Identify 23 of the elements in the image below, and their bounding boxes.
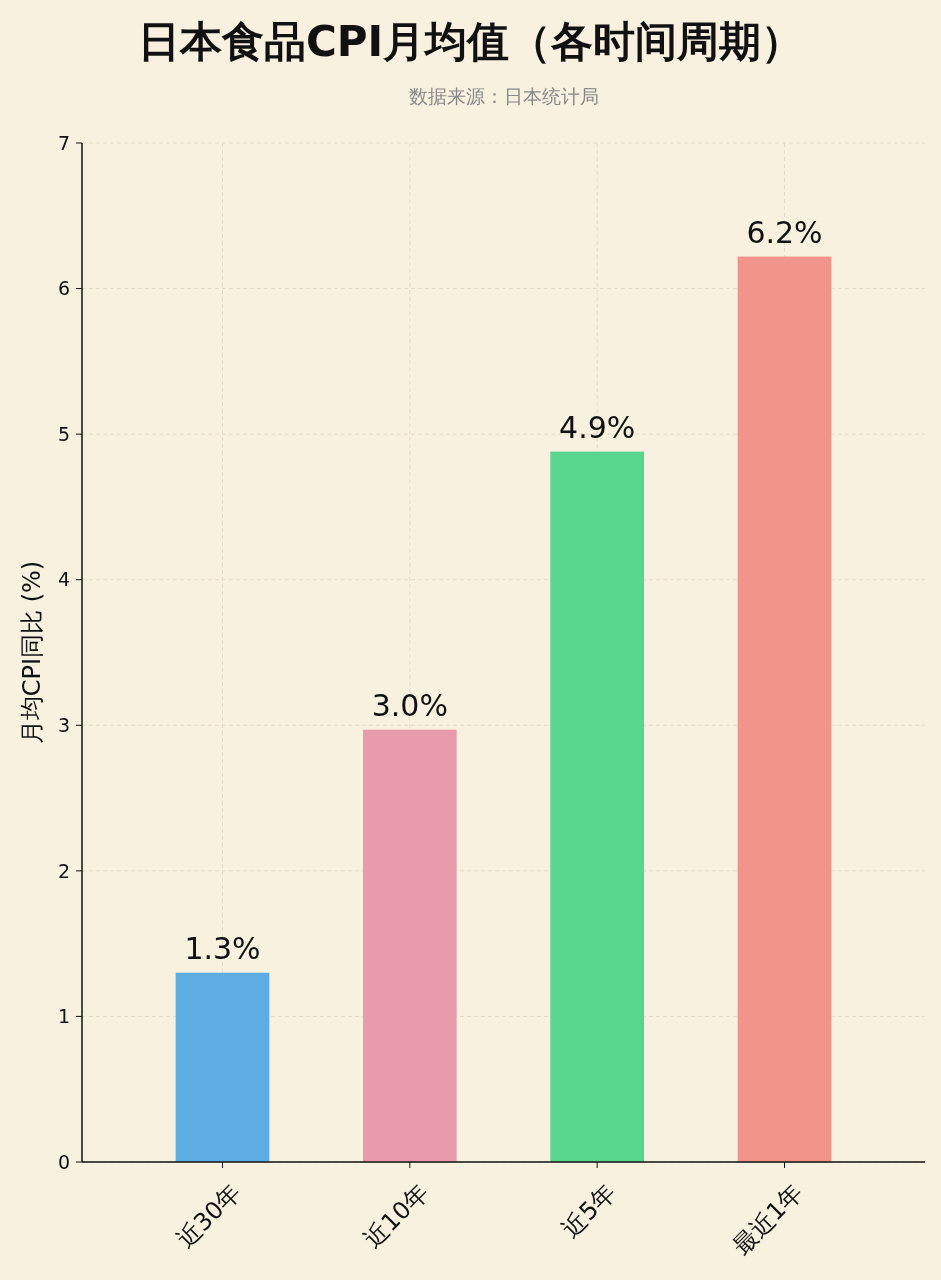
x-tick-label: 最近1年 [727, 1178, 809, 1260]
y-tick-label: 6 [57, 277, 70, 300]
y-axis-title: 月均CPI同比 (%) [18, 560, 46, 745]
y-tick-label: 2 [57, 859, 70, 882]
y-tick-label: 4 [57, 568, 70, 591]
chart-subtitle: 数据来源：日本统计局 [408, 85, 599, 107]
y-tick-label: 1 [57, 1005, 70, 1028]
data-label: 3.0% [371, 687, 448, 723]
data-label: 6.2% [746, 214, 823, 250]
data-label: 4.9% [559, 409, 636, 445]
data-label: 1.3% [184, 930, 261, 966]
bar [363, 729, 457, 1162]
bar [550, 451, 644, 1162]
y-tick-label: 0 [57, 1150, 70, 1173]
y-tick-label: 3 [57, 713, 70, 736]
y-tick-label: 7 [57, 131, 70, 154]
x-tick-label: 近10年 [358, 1178, 434, 1254]
chart-title: 日本食品CPI月均值（各时间周期） [137, 17, 804, 66]
bar [175, 972, 270, 1162]
bar [737, 256, 832, 1162]
y-tick-label: 5 [57, 422, 70, 445]
x-tick-label: 近30年 [171, 1178, 247, 1254]
x-tick-label: 近5年 [556, 1178, 622, 1243]
